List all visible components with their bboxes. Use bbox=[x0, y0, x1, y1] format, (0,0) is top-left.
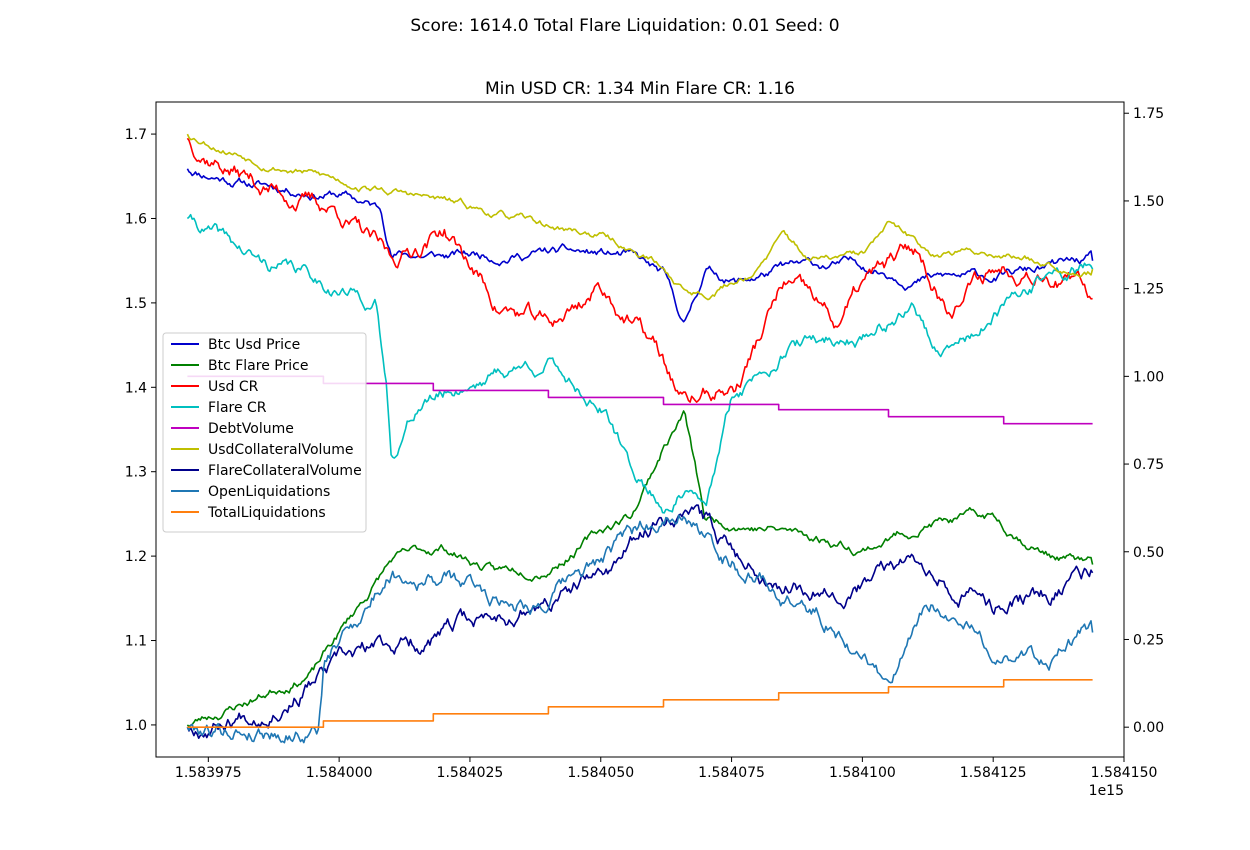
y-right-tick-label: 0.50 bbox=[1133, 545, 1164, 561]
legend-label: TotalLiquidations bbox=[207, 505, 326, 521]
legend-label: Flare CR bbox=[208, 400, 267, 416]
y-left-tick-label: 1.3 bbox=[125, 465, 147, 481]
series-layer bbox=[186, 133, 1094, 744]
legend-label: UsdCollateralVolume bbox=[208, 442, 354, 458]
series-line-totalliquidations bbox=[187, 679, 1093, 728]
series-line-btc-flare-price bbox=[186, 410, 1094, 728]
x-tick-label: 1.583975 bbox=[175, 765, 242, 781]
x-tick-label: 1.584100 bbox=[829, 765, 896, 781]
y-left-tick-label: 1.4 bbox=[125, 380, 147, 396]
x-tick-label: 1.584075 bbox=[698, 765, 765, 781]
y-left-tick-label: 1.5 bbox=[125, 296, 147, 312]
chart-suptitle: Score: 1614.0 Total Flare Liquidation: 0… bbox=[410, 16, 839, 36]
legend-label: OpenLiquidations bbox=[208, 484, 330, 500]
x-axis: 1.583975 1.584000 1.584025 1.584050 1.584075… bbox=[175, 757, 1157, 781]
y-right-tick-label: 1.75 bbox=[1133, 106, 1164, 122]
x-axis-offset-label: 1e15 bbox=[1089, 783, 1124, 799]
y-left-tick-label: 1.6 bbox=[125, 211, 147, 227]
series-line-usd-cr bbox=[186, 137, 1093, 403]
legend-label: Usd CR bbox=[208, 379, 259, 395]
legend-label: FlareCollateralVolume bbox=[208, 463, 362, 479]
series-line-debtvolume bbox=[187, 375, 1093, 425]
y-right-tick-label: 1.25 bbox=[1133, 282, 1164, 298]
series-line-openliquidations bbox=[186, 514, 1094, 744]
chart-title: Min USD CR: 1.34 Min Flare CR: 1.16 bbox=[485, 79, 795, 99]
x-tick-label: 1.584050 bbox=[567, 765, 634, 781]
legend-label: DebtVolume bbox=[208, 421, 294, 437]
legend-label: Btc Flare Price bbox=[208, 358, 308, 374]
x-tick-label: 1.584025 bbox=[437, 765, 504, 781]
legend: Btc Usd Price Btc Flare Price Usd CR Flare … bbox=[162, 332, 367, 533]
legend-label: Btc Usd Price bbox=[208, 337, 300, 353]
y-axis-right: 0.00 0.25 0.50 0.75 1.00 1.25 1.50 1.75 bbox=[1124, 106, 1164, 736]
y-left-tick-label: 1.7 bbox=[125, 127, 147, 143]
y-axis-left: 1.0 1.1 1.2 1.3 1.4 1.5 1.6 1.7 bbox=[125, 127, 156, 734]
y-left-tick-label: 1.1 bbox=[125, 634, 147, 650]
series-line-usdcollateralvolume bbox=[186, 133, 1094, 301]
y-left-tick-label: 1.2 bbox=[125, 549, 147, 565]
x-tick-label: 1.584125 bbox=[960, 765, 1027, 781]
plot-frame bbox=[155, 101, 1125, 758]
x-tick-label: 1.584150 bbox=[1091, 765, 1158, 781]
y-right-tick-label: 0.00 bbox=[1133, 720, 1164, 736]
x-tick-label: 1.584000 bbox=[306, 765, 373, 781]
y-right-tick-label: 1.00 bbox=[1133, 369, 1164, 385]
legend-box bbox=[162, 332, 367, 533]
y-right-tick-label: 0.75 bbox=[1133, 457, 1164, 473]
series-line-flarecollateralvolume bbox=[186, 504, 1094, 739]
y-right-tick-label: 1.50 bbox=[1133, 194, 1164, 210]
y-right-tick-label: 0.25 bbox=[1133, 632, 1164, 648]
series-line-flare-cr bbox=[186, 213, 1094, 514]
series-line-btc-usd-price bbox=[186, 168, 1094, 323]
y-left-tick-label: 1.0 bbox=[125, 718, 147, 734]
